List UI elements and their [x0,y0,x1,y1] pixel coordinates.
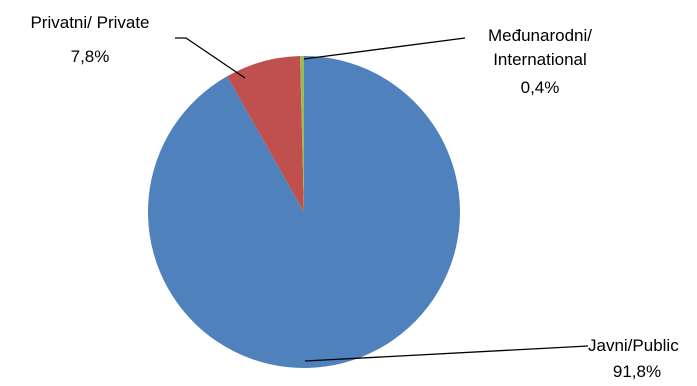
slices-layer [147,56,460,368]
pie-slice-private [227,56,304,212]
pie-slice-public [147,56,460,368]
leader-line-public [304,345,589,362]
slice-value-international: 0,4% [521,78,560,97]
slice-value-public: 91,8% [613,362,661,381]
leader-lines-layer [175,37,589,362]
pie-slice-international [300,56,304,212]
slice-label-international-line2: International [493,50,587,69]
data-labels-layer: Javni/Public 91,8% Privatni/ Private 7,8… [30,13,679,381]
leader-line-international [303,37,466,60]
leader-line-private [175,37,246,79]
slice-value-private: 7,8% [71,47,110,66]
slice-label-private: Privatni/ Private [30,13,149,32]
slice-label-public: Javni/Public [588,336,679,355]
slice-label-international-line1: Međunarodni/ [488,26,592,45]
